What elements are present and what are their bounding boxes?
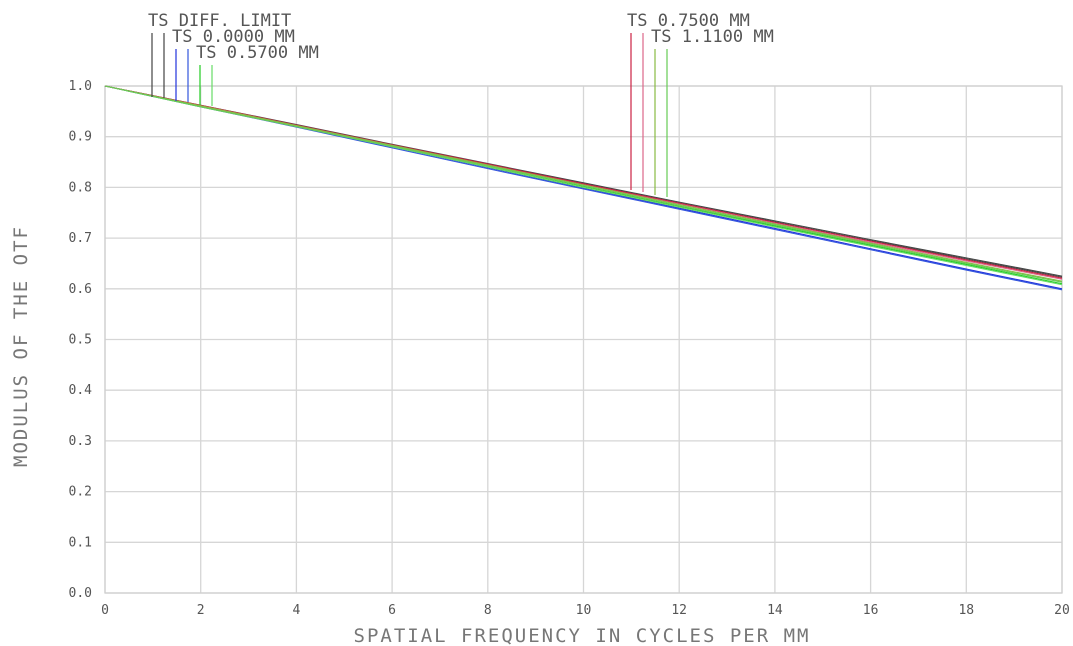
- x-tick-label: 12: [671, 603, 687, 618]
- y-tick-label: 1.0: [69, 79, 92, 94]
- y-tick-label: 0.1: [69, 535, 92, 550]
- y-tick-label: 0.3: [69, 434, 92, 449]
- series-line: [104, 85, 1063, 283]
- y-tick-label: 0.7: [69, 231, 92, 246]
- x-tick-label: 8: [484, 603, 492, 618]
- x-tick-label: 4: [292, 603, 300, 618]
- y-tick-label: 0.5: [69, 333, 92, 348]
- x-tick-label: 20: [1054, 603, 1070, 618]
- series-line: [104, 85, 1063, 282]
- legend-label: TS 0.0000 MM: [172, 27, 295, 47]
- y-tick-label: 0.4: [69, 383, 93, 398]
- legend-label: TS 0.5700 MM: [196, 43, 319, 63]
- x-tick-label: 0: [101, 603, 109, 618]
- x-axis-title: SPATIAL FREQUENCY IN CYCLES PER MM: [354, 625, 811, 646]
- y-tick-label: 0.6: [69, 282, 92, 297]
- y-tick-label: 0.8: [69, 180, 92, 195]
- y-tick-label: 0.9: [69, 130, 92, 145]
- y-tick-label: 0.2: [69, 485, 92, 500]
- ticks: 0 2 4 6 8 10 12 14 16 18 20 0.0 0.1 0.2 0.3 0.4 0.5 0.6 0.…: [69, 79, 1070, 618]
- plot-frame: [104, 85, 1063, 594]
- series-lines: [104, 85, 1063, 291]
- x-tick-label: 6: [388, 603, 396, 618]
- grid: [104, 85, 1063, 594]
- x-tick-label: 10: [576, 603, 592, 618]
- x-tick-label: 16: [863, 603, 879, 618]
- x-tick-label: 2: [197, 603, 205, 618]
- y-axis-title: MODULUS OF THE OTF: [10, 225, 32, 467]
- x-tick-label: 14: [767, 603, 783, 618]
- x-tick-label: 18: [958, 603, 974, 618]
- y-tick-label: 0.0: [69, 586, 92, 601]
- legend-label: TS 1.1100 MM: [651, 27, 774, 47]
- legend-label: TS DIFF. LIMIT: [148, 11, 291, 31]
- legend-label: TS 0.7500 MM: [627, 11, 750, 31]
